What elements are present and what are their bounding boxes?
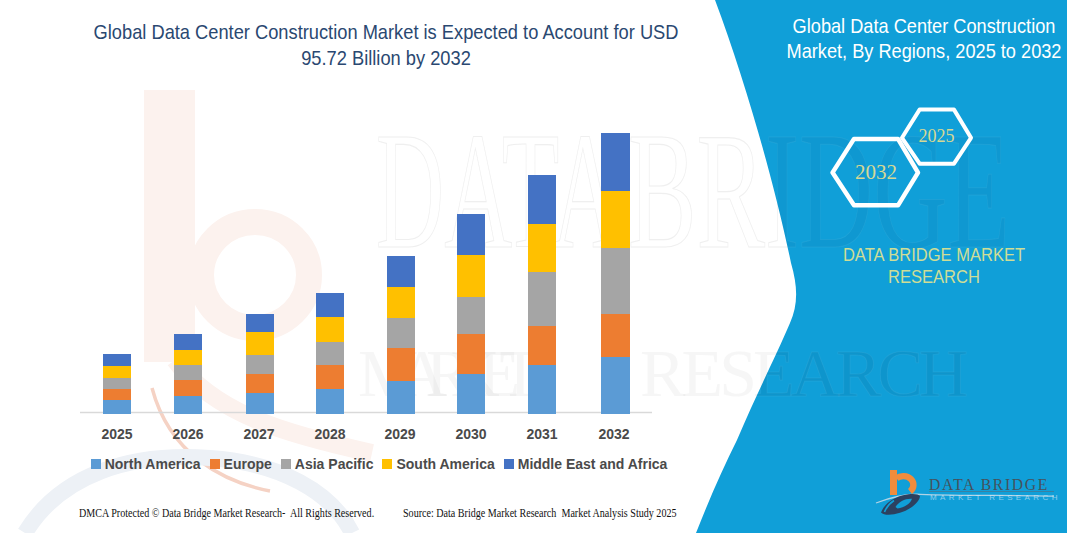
svg-text:DATA: DATA	[376, 97, 620, 283]
